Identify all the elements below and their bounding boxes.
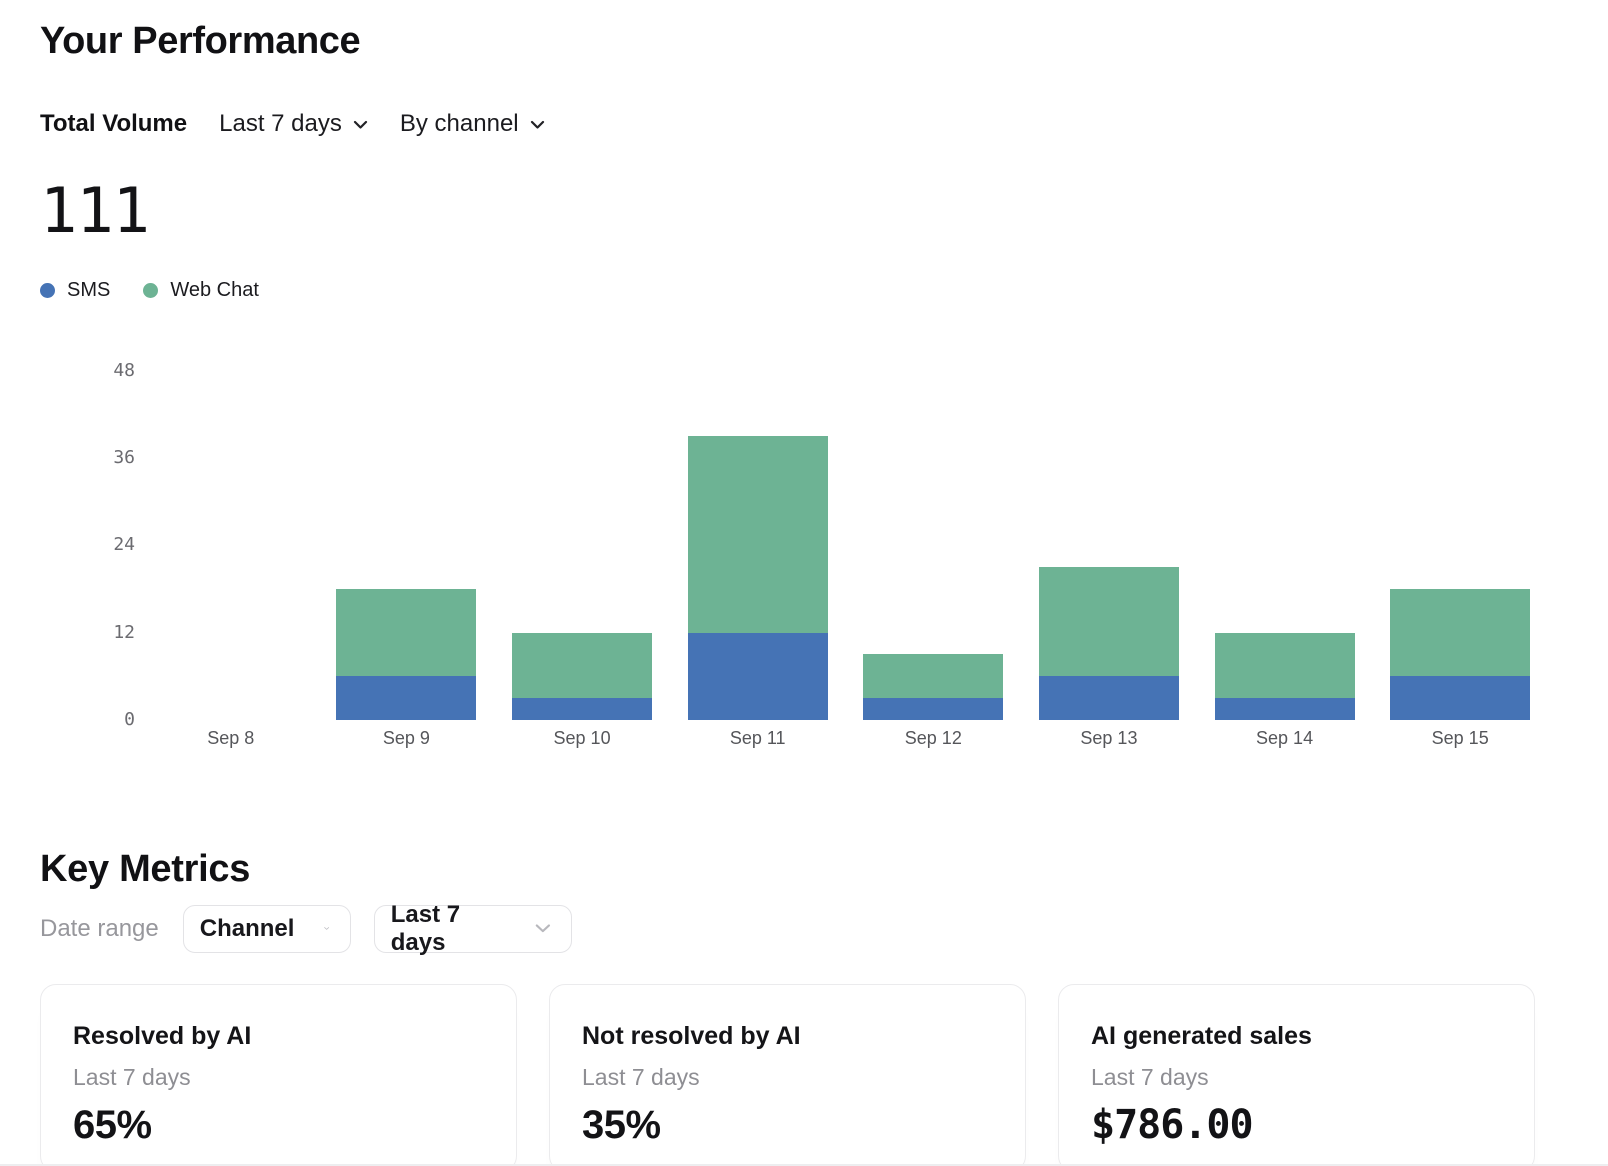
metric-cards: Resolved by AI Last 7 days 65% Not resol… bbox=[40, 983, 1568, 1166]
bar-segment-sms bbox=[1214, 698, 1355, 720]
bar-sep-11 bbox=[687, 436, 828, 720]
bar-segment-sms bbox=[687, 632, 828, 720]
bar-segment-web-chat bbox=[863, 654, 1004, 698]
card-subtitle: Last 7 days bbox=[1091, 1063, 1209, 1090]
card-title: Not resolved by AI bbox=[582, 1021, 801, 1050]
y-axis-tick-label: 0 bbox=[124, 708, 135, 730]
key-metrics-title: Key Metrics bbox=[40, 847, 251, 890]
x-axis-label: Sep 8 bbox=[207, 727, 255, 748]
total-volume-value: 111 bbox=[40, 173, 150, 247]
date-range-label: Date range bbox=[40, 914, 159, 942]
bar-sep-13 bbox=[1038, 567, 1179, 720]
metric-card-not-resolved-by-ai: Not resolved by AI Last 7 days 35% bbox=[549, 983, 1026, 1166]
page-bottom-background bbox=[0, 1164, 1608, 1166]
bar-segment-web-chat bbox=[1390, 589, 1531, 677]
x-axis-label: Sep 14 bbox=[1256, 727, 1314, 748]
legend-item-sms: SMS bbox=[40, 279, 110, 302]
y-axis-tick-label: 12 bbox=[113, 621, 135, 643]
x-axis-label: Sep 12 bbox=[904, 727, 962, 748]
card-title: AI generated sales bbox=[1091, 1021, 1312, 1050]
y-axis-tick-label: 48 bbox=[113, 359, 135, 381]
x-axis-label: Sep 9 bbox=[382, 727, 430, 748]
bar-segment-sms bbox=[512, 698, 653, 720]
bar-sep-12 bbox=[863, 654, 1004, 720]
channel-select-value: Channel bbox=[199, 914, 295, 942]
legend-label: SMS bbox=[67, 278, 111, 301]
y-axis-tick-label: 24 bbox=[113, 534, 135, 556]
chevron-down-icon bbox=[535, 924, 551, 933]
bar-segment-sms bbox=[1038, 676, 1179, 720]
x-axis-label: Sep 11 bbox=[729, 727, 786, 748]
x-axis-label: Sep 15 bbox=[1431, 727, 1489, 748]
date-range-dropdown-value: Last 7 days bbox=[219, 109, 342, 137]
key-metrics-filters: Date range Channel Last 7 days bbox=[40, 901, 1568, 956]
total-volume-label: Total Volume bbox=[40, 109, 188, 137]
period-select-value: Last 7 days bbox=[390, 900, 461, 956]
y-axis-tick-label: 36 bbox=[113, 447, 135, 469]
bar-sep-15 bbox=[1390, 589, 1531, 720]
period-select[interactable]: Last 7 days bbox=[373, 901, 572, 956]
bar-segment-sms bbox=[863, 698, 1004, 720]
bar-segment-web-chat bbox=[687, 436, 828, 633]
legend-dot-icon bbox=[143, 282, 159, 298]
chevron-down-icon bbox=[353, 121, 367, 129]
bar-sep-9 bbox=[336, 589, 477, 720]
bar-segment-sms bbox=[1390, 676, 1531, 720]
bar-segment-sms bbox=[336, 676, 477, 720]
metric-card-ai-generated-sales: AI generated sales Last 7 days $786.00 bbox=[1058, 983, 1535, 1166]
group-by-dropdown-value: By channel bbox=[399, 109, 519, 137]
date-range-dropdown[interactable]: Last 7 days bbox=[219, 110, 368, 138]
stacked-bar-chart: 0 12 24 36 48 Sep 8 Sep 9 Sep 10 Sep 11 Sep 12 Sep… bbox=[0, 352, 1608, 756]
bar-sep-10 bbox=[512, 632, 653, 720]
group-by-dropdown[interactable]: By channel bbox=[400, 110, 545, 138]
card-title: Resolved by AI bbox=[73, 1021, 252, 1050]
bar-segment-web-chat bbox=[512, 632, 653, 698]
legend-dot-icon bbox=[40, 282, 55, 298]
dashboard-page: Your Performance Total Volume Last 7 day… bbox=[0, 20, 1608, 1166]
channel-select[interactable]: Channel bbox=[182, 904, 351, 953]
chevron-down-icon bbox=[530, 121, 544, 129]
bar-segment-web-chat bbox=[1214, 632, 1355, 698]
bar-segment-web-chat bbox=[1038, 567, 1179, 677]
x-axis-label: Sep 13 bbox=[1080, 727, 1138, 748]
card-value: $786.00 bbox=[1091, 1101, 1254, 1148]
volume-controls: Total Volume Last 7 days By channel bbox=[40, 110, 1568, 138]
legend-label: Web Chat bbox=[170, 278, 259, 301]
metric-card-resolved-by-ai: Resolved by AI Last 7 days 65% bbox=[40, 983, 517, 1166]
legend-item-web-chat: Web Chat bbox=[143, 279, 259, 302]
card-value: 35% bbox=[582, 1102, 661, 1147]
x-axis-label: Sep 10 bbox=[553, 727, 611, 748]
bar-sep-14 bbox=[1214, 632, 1355, 720]
card-subtitle: Last 7 days bbox=[73, 1063, 191, 1090]
bar-segment-web-chat bbox=[336, 589, 477, 677]
chevron-down-icon bbox=[324, 927, 330, 931]
page-title: Your Performance bbox=[40, 20, 361, 62]
card-value: 65% bbox=[73, 1102, 152, 1147]
chart-legend: SMS Web Chat bbox=[40, 279, 1568, 302]
card-subtitle: Last 7 days bbox=[582, 1063, 700, 1090]
